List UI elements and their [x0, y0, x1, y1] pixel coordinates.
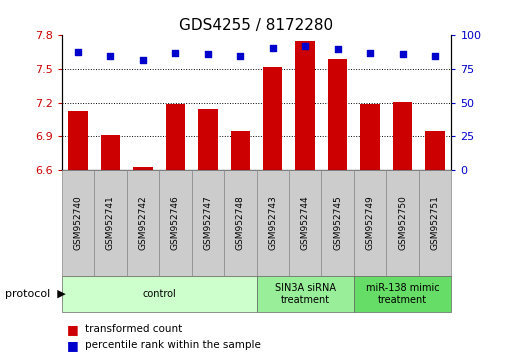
Text: ■: ■ [67, 323, 78, 336]
Text: GSM952750: GSM952750 [398, 195, 407, 251]
Text: SIN3A siRNA
treatment: SIN3A siRNA treatment [275, 283, 336, 305]
Bar [166, 104, 185, 170]
Bar [68, 110, 88, 170]
Bar [328, 59, 347, 170]
Point [204, 51, 212, 57]
Bar [230, 131, 250, 170]
Text: control: control [142, 289, 176, 299]
Text: GSM952749: GSM952749 [366, 196, 374, 250]
Text: GSM952748: GSM952748 [236, 196, 245, 250]
Title: GDS4255 / 8172280: GDS4255 / 8172280 [180, 18, 333, 33]
Point [431, 53, 439, 58]
Text: GSM952745: GSM952745 [333, 196, 342, 250]
Text: GSM952747: GSM952747 [203, 196, 212, 250]
Text: GSM952740: GSM952740 [73, 196, 82, 250]
Text: miR-138 mimic
treatment: miR-138 mimic treatment [366, 283, 440, 305]
Point [333, 46, 342, 52]
Point [139, 57, 147, 62]
Text: GSM952742: GSM952742 [139, 196, 147, 250]
Point [236, 53, 244, 58]
Text: ■: ■ [67, 339, 78, 352]
Point [366, 50, 374, 56]
Text: GSM952746: GSM952746 [171, 196, 180, 250]
Point [171, 50, 180, 56]
Point [301, 43, 309, 49]
Bar [101, 135, 120, 170]
Point [74, 49, 82, 55]
Bar [361, 104, 380, 170]
Bar [425, 131, 445, 170]
Text: GSM952744: GSM952744 [301, 196, 310, 250]
Bar [198, 109, 218, 170]
Bar [263, 67, 283, 170]
Bar [295, 41, 315, 170]
Bar [133, 166, 152, 170]
Text: GSM952743: GSM952743 [268, 196, 277, 250]
Point [399, 51, 407, 57]
Text: GSM952741: GSM952741 [106, 196, 115, 250]
Text: transformed count: transformed count [85, 324, 182, 334]
Text: percentile rank within the sample: percentile rank within the sample [85, 340, 261, 350]
Bar [393, 102, 412, 170]
Text: GSM952751: GSM952751 [431, 195, 440, 251]
Point [106, 53, 114, 58]
Text: protocol  ▶: protocol ▶ [5, 289, 66, 299]
Point [269, 45, 277, 50]
